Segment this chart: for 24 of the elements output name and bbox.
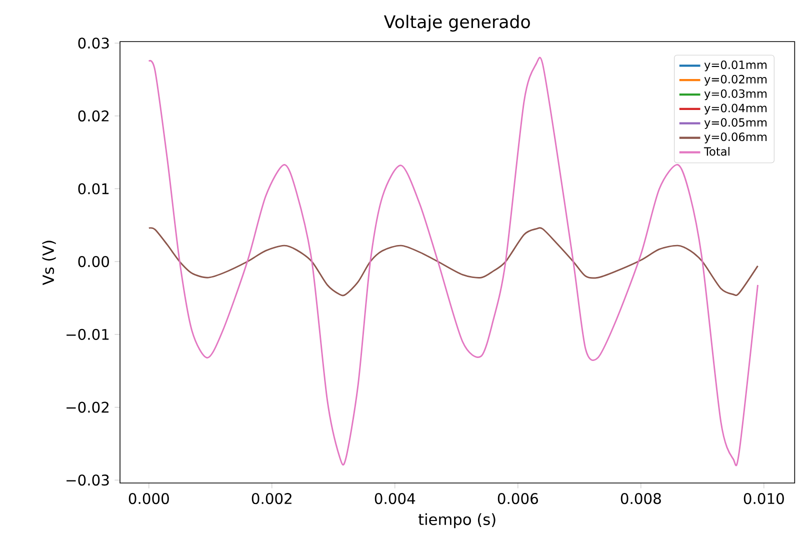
legend-label: y=0.01mm: [704, 60, 767, 72]
y-tick-label: 0.01: [78, 183, 109, 194]
legend-label: y=0.02mm: [704, 74, 767, 86]
chart-title: Voltaje generado: [384, 14, 530, 32]
x-axis-title: tiempo (s): [418, 513, 496, 528]
x-tick-label: 0.006: [498, 493, 538, 504]
x-tick-label: 0.002: [252, 493, 292, 504]
legend-label: y=0.05mm: [704, 118, 767, 129]
y-tick-label: −0.02: [66, 402, 108, 413]
y-tick-label: 0.00: [78, 256, 109, 268]
legend-label: y=0.04mm: [704, 104, 767, 114]
x-tick-label: 0.008: [620, 493, 661, 504]
y-tick-label: 0.03: [78, 38, 109, 49]
legend-label: Total: [704, 146, 730, 156]
x-tick-label: 0.000: [128, 493, 169, 504]
y-tick-label: −0.01: [66, 328, 109, 340]
y-axis-title: Vs (V): [42, 240, 56, 286]
y-tick-label: 0.02: [78, 110, 108, 122]
x-tick-label: 0.004: [374, 493, 416, 504]
line-series: [148, 227, 759, 296]
legend-label: y=0.03mm: [704, 89, 767, 100]
y-tick-label: −0.03: [66, 474, 109, 486]
legend-label: y=0.06mm: [704, 132, 767, 144]
x-tick-label: 0.010: [744, 493, 784, 504]
